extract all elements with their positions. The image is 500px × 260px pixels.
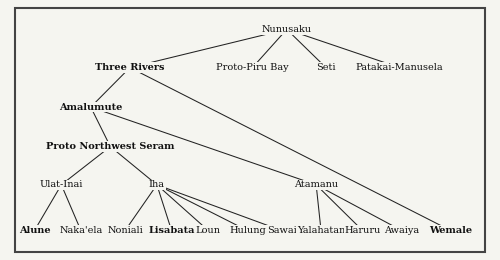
- Text: Loun: Loun: [196, 226, 221, 235]
- Text: Three Rivers: Three Rivers: [95, 63, 164, 72]
- Text: Haruru: Haruru: [344, 226, 381, 235]
- Text: Atamanu: Atamanu: [294, 180, 338, 189]
- Text: Seti: Seti: [316, 63, 336, 72]
- Text: Noniali: Noniali: [107, 226, 143, 235]
- Text: Ulat-Inai: Ulat-Inai: [40, 180, 83, 189]
- Text: Patakai-Manusela: Patakai-Manusela: [356, 63, 444, 72]
- Text: Iha: Iha: [149, 180, 165, 189]
- Text: Yalahatan: Yalahatan: [297, 226, 345, 235]
- Text: Alune: Alune: [18, 226, 50, 235]
- Text: Proto-Piru Bay: Proto-Piru Bay: [216, 63, 289, 72]
- Text: Lisabata: Lisabata: [148, 226, 195, 235]
- Text: Naka'ela: Naka'ela: [60, 226, 102, 235]
- Text: Wemale: Wemale: [430, 226, 472, 235]
- Text: Proto Northwest Seram: Proto Northwest Seram: [46, 142, 174, 151]
- Text: Hulung: Hulung: [229, 226, 266, 235]
- Text: Awaiya: Awaiya: [384, 226, 420, 235]
- Text: Nunusaku: Nunusaku: [262, 25, 312, 34]
- Text: Sawai: Sawai: [267, 226, 296, 235]
- Text: Amalumute: Amalumute: [59, 102, 122, 112]
